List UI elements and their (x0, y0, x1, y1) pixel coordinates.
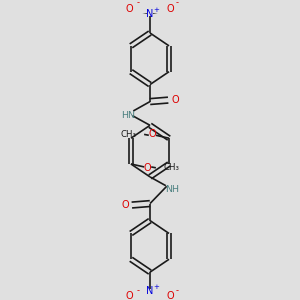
Text: HN: HN (122, 111, 136, 120)
Text: CH₃: CH₃ (121, 130, 136, 139)
Text: N: N (146, 286, 154, 296)
Text: O: O (167, 4, 174, 14)
Text: O: O (171, 95, 179, 105)
Text: CH₃: CH₃ (164, 163, 179, 172)
Text: O: O (126, 4, 133, 14)
Text: N: N (146, 9, 154, 19)
Text: O: O (144, 163, 152, 173)
Text: +: + (153, 284, 159, 290)
Text: O: O (148, 129, 156, 140)
Text: -: - (176, 0, 179, 7)
Text: -: - (176, 286, 179, 296)
Text: NH: NH (165, 185, 179, 194)
Text: -: - (136, 286, 139, 296)
Text: O: O (126, 291, 133, 300)
Text: -: - (136, 0, 139, 7)
Text: O: O (121, 200, 129, 210)
Text: O: O (167, 291, 174, 300)
Text: +: + (153, 7, 159, 13)
